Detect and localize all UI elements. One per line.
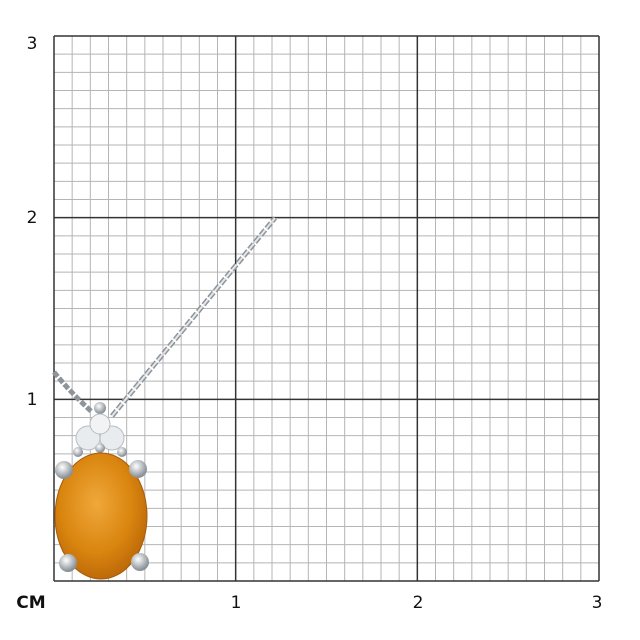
citrine-gem [54,452,148,580]
y-label-2: 2 [26,208,38,228]
major-grid-lines [53,35,600,582]
y-label-3: 3 [26,34,38,54]
x-label-1: 1 [230,593,242,613]
minor-grid-lines [54,36,599,581]
unit-label: CM [16,593,46,613]
x-label-3: 3 [591,593,603,613]
chain-left [52,370,94,414]
x-label-2: 2 [412,593,424,613]
pendant-image [52,216,277,580]
diamond-cluster [73,402,127,457]
y-label-1: 1 [26,390,38,410]
